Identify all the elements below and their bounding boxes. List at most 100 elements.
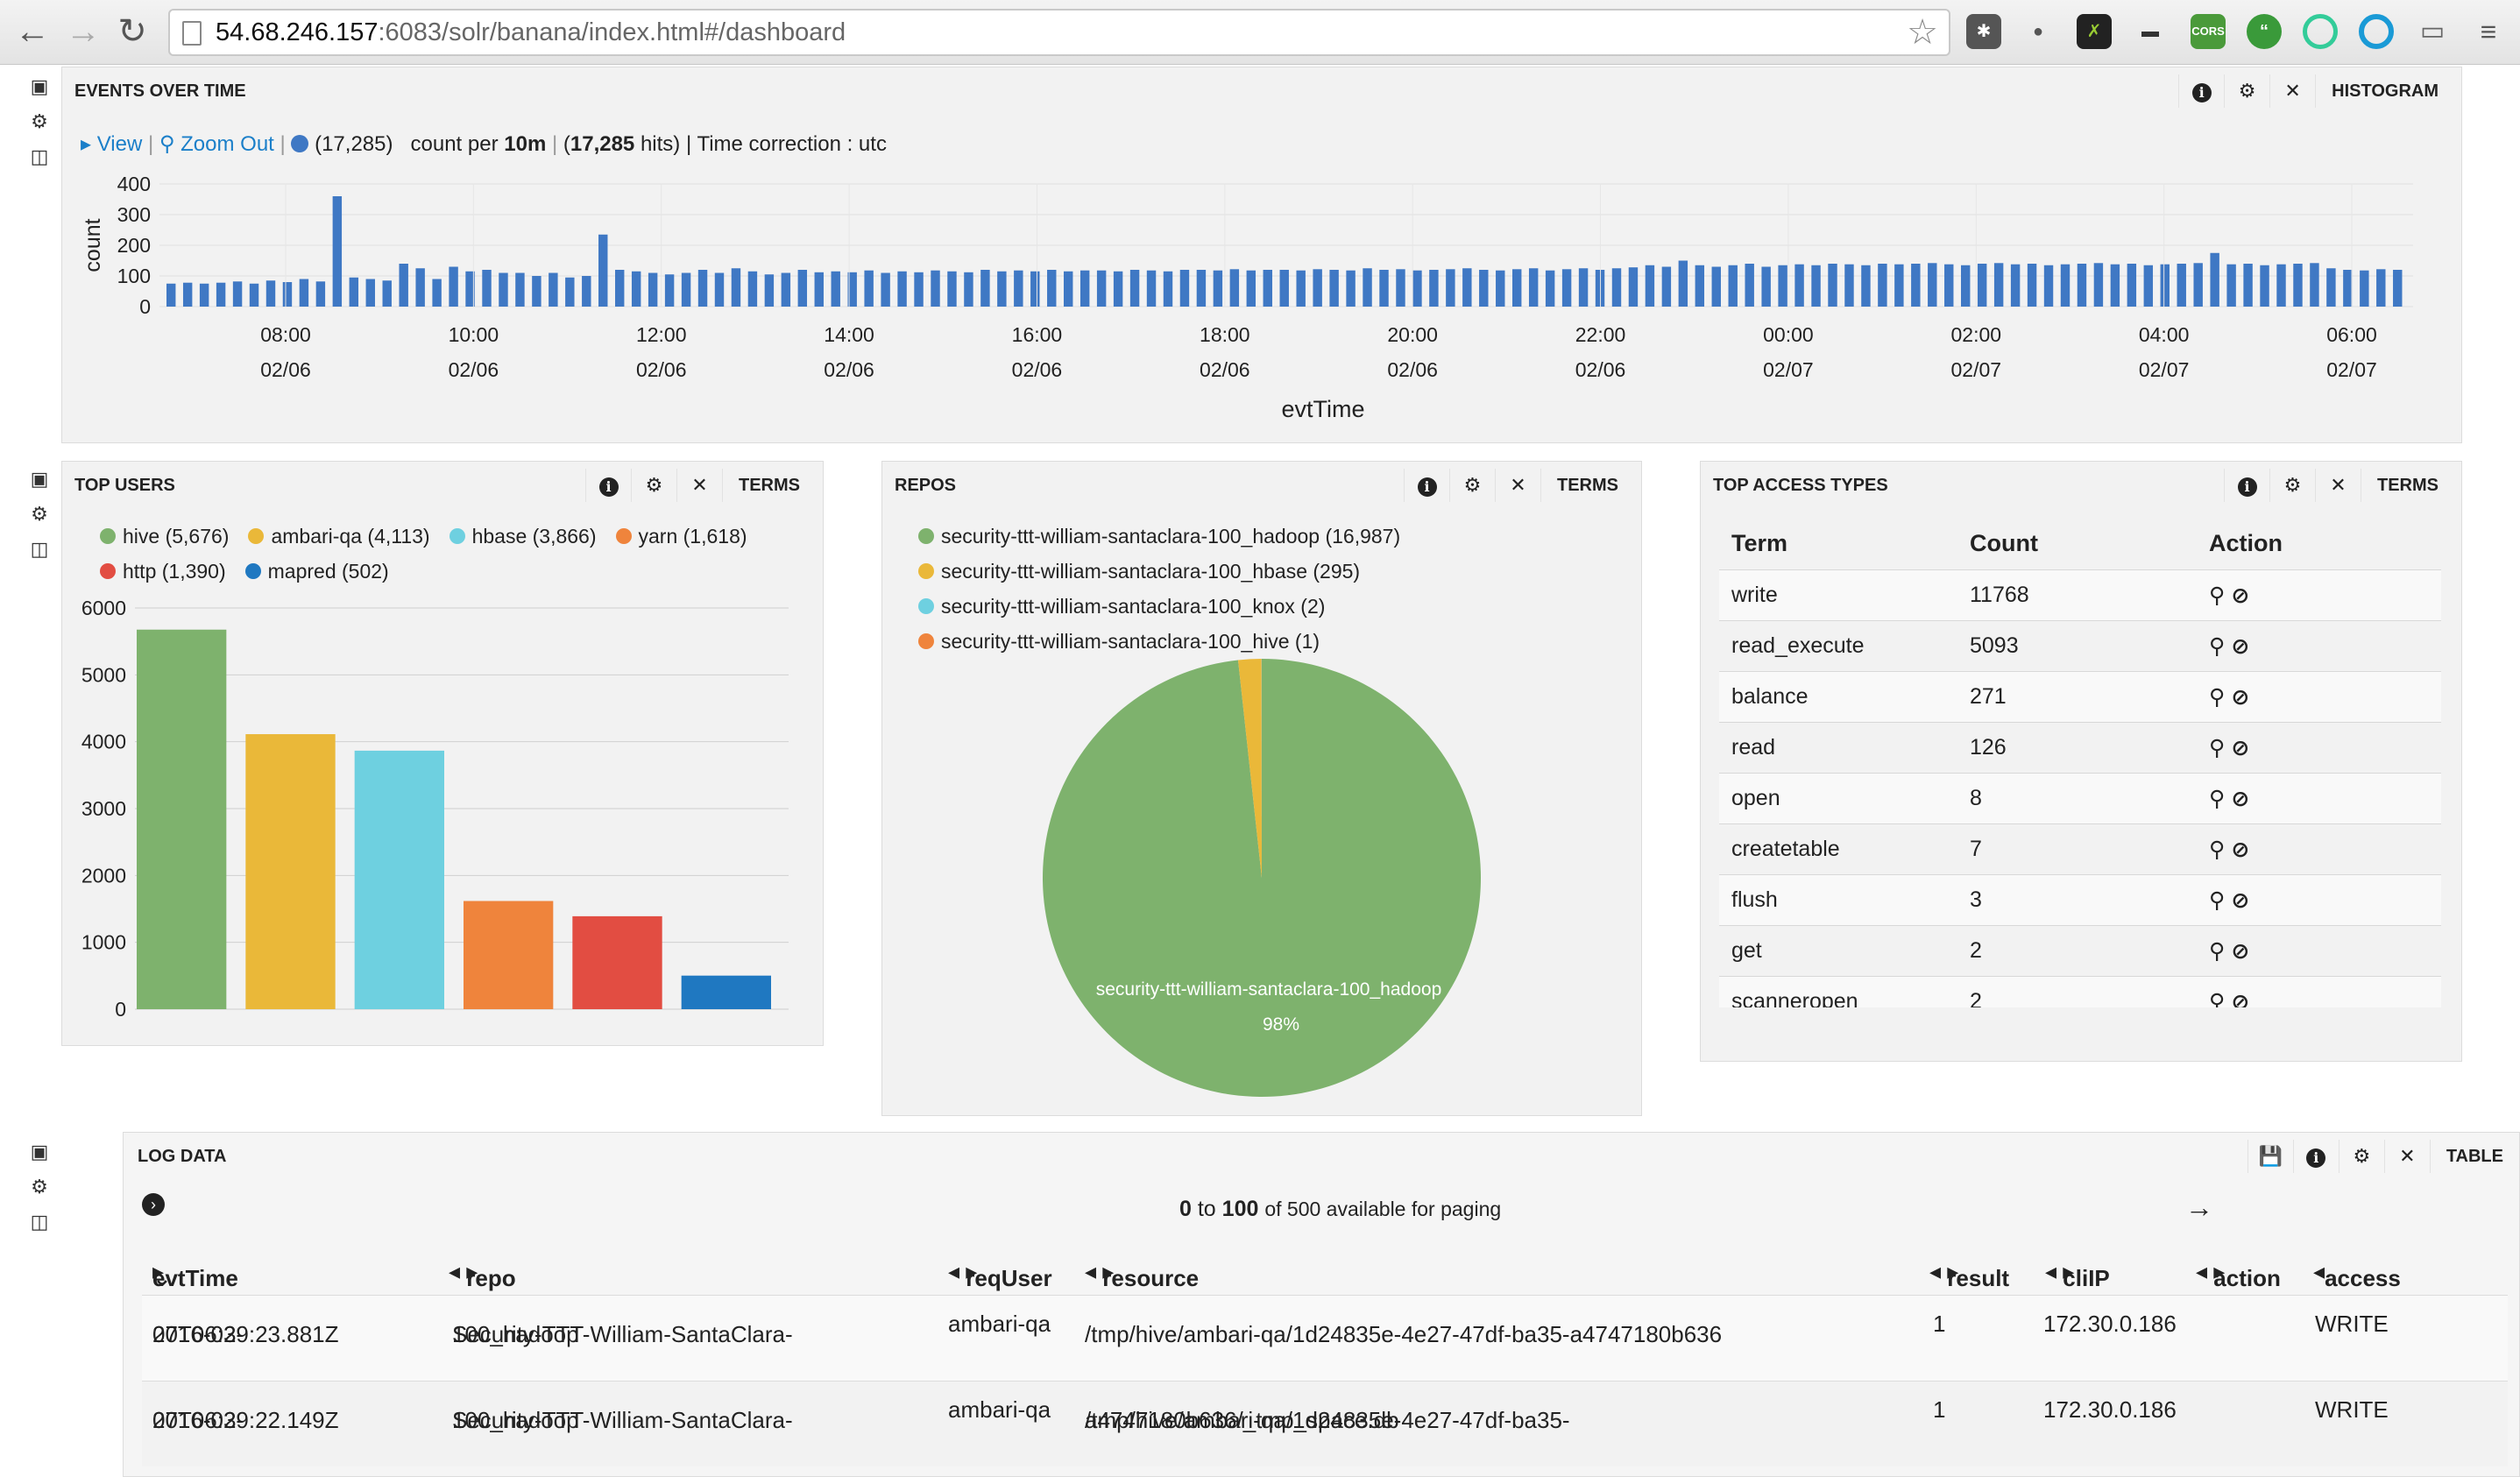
ban-icon[interactable]: ⊘: [2225, 735, 2250, 760]
legend-item[interactable]: http (1,390): [100, 554, 226, 589]
row-settings-gear-icon[interactable]: ⚙: [31, 1176, 48, 1198]
ban-icon[interactable]: ⊘: [2225, 633, 2250, 659]
legend-item[interactable]: security-ttt-william-santaclara-100_hbas…: [918, 554, 1360, 589]
x-tick-time: 02:00: [1950, 323, 2001, 346]
column-header-evttime[interactable]: evtTime ⌄ ▸: [152, 1258, 238, 1291]
bookmark-star-icon[interactable]: ☆: [1907, 13, 1938, 52]
column-header-action[interactable]: ◂ action ▸: [2196, 1258, 2281, 1291]
add-panel-icon[interactable]: ◫: [30, 1211, 49, 1233]
user-bar: [681, 975, 771, 1009]
search-icon[interactable]: ⚲: [2209, 735, 2226, 760]
view-link[interactable]: ▸ View: [81, 132, 143, 156]
ban-icon[interactable]: ⊘: [2225, 583, 2250, 608]
address-bar[interactable]: 54.68.246.157:6083/solr/banana/index.htm…: [168, 9, 1950, 56]
gear-icon[interactable]: ⚙: [2269, 469, 2315, 502]
legend-item[interactable]: security-ttt-william-santaclara-100_hive…: [918, 624, 1320, 659]
repos-pie-chart[interactable]: security-ttt-william-santaclara-100_hado…: [881, 648, 1642, 1113]
legend-label: security-ttt-william-santaclara-100_knox…: [941, 595, 1326, 618]
search-icon[interactable]: ⚲: [2209, 887, 2226, 913]
search-icon[interactable]: ⚲: [2209, 837, 2226, 862]
zoom-out-link[interactable]: ⚲ Zoom Out: [159, 132, 274, 156]
search-icon[interactable]: ⚲: [2209, 989, 2226, 1008]
column-header-requser[interactable]: ◂ reqUser ▸: [948, 1258, 1052, 1291]
next-page-arrow-icon[interactable]: →: [2185, 1191, 2213, 1223]
legend-item[interactable]: hive (5,676): [100, 519, 229, 554]
cors-icon[interactable]: CORS: [2191, 14, 2226, 49]
row-settings-gear-icon[interactable]: ⚙: [31, 503, 48, 525]
histogram-bar: [216, 282, 226, 307]
ban-icon[interactable]: ⊘: [2225, 938, 2250, 964]
back-arrow-icon[interactable]: ←: [15, 12, 50, 51]
save-icon[interactable]: 💾: [2247, 1140, 2293, 1173]
close-icon[interactable]: ✕: [2383, 1140, 2430, 1173]
info-icon[interactable]: i: [585, 469, 631, 502]
search-icon[interactable]: ⚲: [2209, 684, 2226, 710]
elephant-icon[interactable]: ●: [2032, 22, 2044, 41]
legend-item[interactable]: yarn (1,618): [615, 519, 747, 554]
log-table-header: evtTime ⌄ ▸ ◂ repo ▸ ◂ reqUser ▸ ◂ resou…: [142, 1251, 2508, 1293]
puzzle-icon[interactable]: ✱: [1966, 14, 2001, 49]
column-header-repo[interactable]: ◂ repo ▸: [449, 1258, 516, 1291]
user-bar: [572, 915, 662, 1009]
table-row[interactable]: 2016-02- 07T06:39:22.149Z Security-TTT-Wi…: [142, 1381, 2508, 1466]
add-panel-icon[interactable]: ◫: [30, 538, 49, 560]
sort-desc-icon[interactable]: ⌄: [152, 1265, 172, 1291]
cell-cliip: 172.30.0.186: [2043, 1311, 2177, 1337]
close-icon[interactable]: ✕: [676, 469, 722, 502]
table-row[interactable]: 2016-02- 07T06:39:23.881Z Security-TTT-Wi…: [142, 1295, 2508, 1381]
search-icon[interactable]: ⚲: [2209, 938, 2226, 964]
close-icon[interactable]: ✕: [2269, 74, 2315, 108]
legend-item[interactable]: mapred (502): [244, 554, 389, 589]
menu-icon[interactable]: ≡: [2480, 16, 2497, 47]
column-header-result[interactable]: ◂ result ▸: [1929, 1258, 2010, 1291]
gear-icon[interactable]: ⚙: [2224, 74, 2269, 108]
ban-icon[interactable]: ⊘: [2225, 989, 2250, 1008]
gear-icon[interactable]: ⚙: [1449, 469, 1495, 502]
close-icon[interactable]: ✕: [1495, 469, 1540, 502]
info-icon[interactable]: i: [2292, 1140, 2339, 1173]
ban-icon[interactable]: ⊘: [2225, 684, 2250, 710]
column-header-access[interactable]: ◂ access: [2313, 1258, 2401, 1291]
close-icon[interactable]: ✕: [2315, 469, 2361, 502]
ring-icon[interactable]: [2359, 14, 2394, 49]
search-icon[interactable]: ⚲: [2209, 583, 2226, 608]
add-panel-icon[interactable]: ◫: [30, 145, 49, 167]
forward-arrow-icon[interactable]: →: [66, 12, 101, 51]
count-cell: 271: [1970, 684, 2007, 709]
cast-icon[interactable]: ▭: [2419, 17, 2446, 46]
info-icon[interactable]: i: [2224, 469, 2269, 502]
column-header-cliip[interactable]: ◂ cliIP ▸: [2045, 1258, 2110, 1291]
gear-icon[interactable]: ⚙: [631, 469, 676, 502]
y-tick-label: 2000: [81, 864, 126, 887]
histogram-bar: [1496, 270, 1505, 307]
legend-item[interactable]: hbase (3,866): [449, 519, 597, 554]
histogram-bar: [598, 234, 608, 307]
row-settings-gear-icon[interactable]: ⚙: [31, 110, 48, 132]
legend-item[interactable]: ambari-qa (4,113): [248, 519, 430, 554]
expand-fields-icon[interactable]: ›: [142, 1193, 165, 1216]
collapse-row-icon[interactable]: ▣: [30, 75, 49, 97]
y-tick-label: 100: [117, 265, 151, 287]
info-icon[interactable]: i: [1404, 469, 1449, 502]
collapse-row-icon[interactable]: ▣: [30, 1141, 49, 1163]
histogram-bar: [2293, 264, 2303, 307]
legend-item[interactable]: security-ttt-william-santaclara-100_knox…: [918, 589, 1325, 624]
ban-icon[interactable]: ⊘: [2225, 887, 2250, 913]
search-icon[interactable]: ⚲: [2209, 633, 2226, 659]
x-icon[interactable]: ✗: [2077, 14, 2112, 49]
hangouts-icon[interactable]: “: [2247, 14, 2282, 49]
info-icon[interactable]: i: [2178, 74, 2224, 108]
collapse-row-icon[interactable]: ▣: [30, 468, 49, 490]
reload-icon[interactable]: ↻: [117, 12, 147, 51]
search-icon[interactable]: ⚲: [2209, 786, 2226, 811]
histogram-bar: [980, 270, 990, 307]
ban-icon[interactable]: ⊘: [2225, 837, 2250, 862]
ban-icon[interactable]: ⊘: [2225, 786, 2250, 811]
column-header-resource[interactable]: ◂ resource ▸: [1085, 1258, 1200, 1291]
legend-item[interactable]: security-ttt-william-santaclara-100_hado…: [918, 519, 1400, 554]
top-users-bar-chart[interactable]: 0 1000 2000 3000 4000 5000 6000: [61, 587, 824, 1025]
gear-icon[interactable]: ⚙: [2338, 1140, 2384, 1173]
events-histogram[interactable]: 0 100 200 300 400 count 08:00 02/06 10:00 02/06 12…: [61, 166, 2462, 429]
mask-icon[interactable]: ▬: [2141, 22, 2159, 41]
circle-icon[interactable]: [2303, 14, 2338, 49]
